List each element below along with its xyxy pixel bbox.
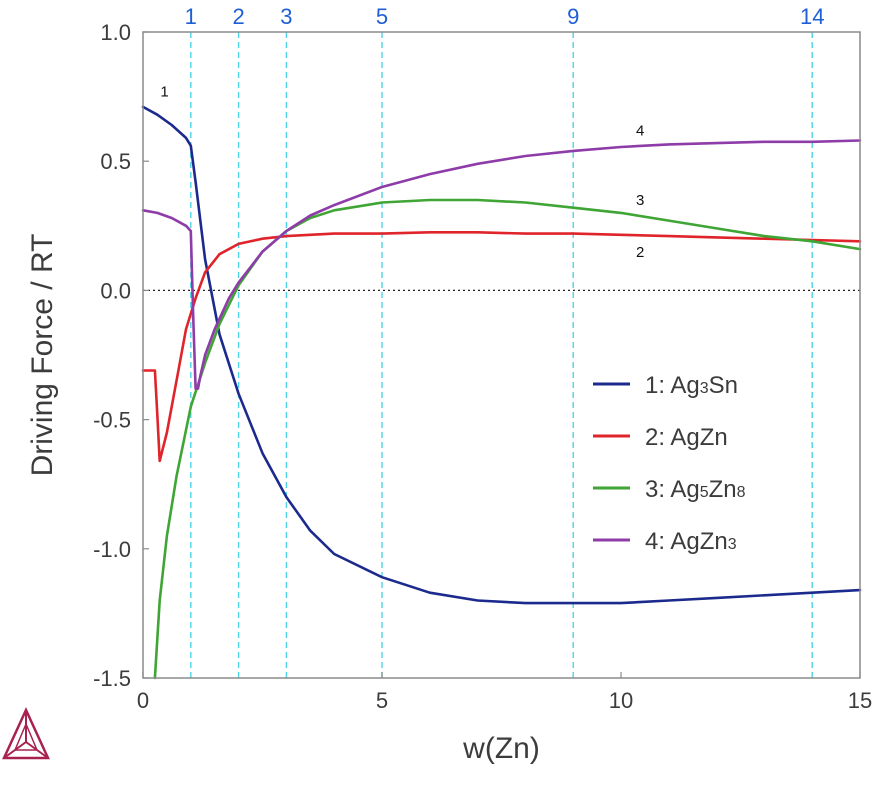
legend-label-1: 1: Ag3Sn bbox=[645, 372, 738, 399]
x-axis-label: w(Zn) bbox=[462, 732, 540, 765]
vertical-marker-label: 14 bbox=[800, 4, 824, 29]
vertical-marker-label: 2 bbox=[232, 4, 244, 29]
legend-label-3: 3: Ag5Zn8 bbox=[645, 476, 746, 503]
vertical-marker-label: 5 bbox=[376, 4, 388, 29]
x-tick-label: 10 bbox=[609, 688, 633, 713]
curve-label-1: 1 bbox=[160, 84, 168, 101]
x-tick-label: 5 bbox=[376, 688, 388, 713]
legend-label-2: 2: AgZn bbox=[645, 424, 728, 451]
y-tick-label: 0.0 bbox=[100, 278, 131, 303]
legend: 1: Ag3Sn 2: AgZn 3: Ag5Zn8 4: AgZn3 bbox=[593, 372, 746, 555]
y-tick-label: -1.5 bbox=[93, 666, 131, 691]
triangle-logo-icon bbox=[2, 706, 50, 760]
legend-label-4: 4: AgZn3 bbox=[645, 528, 737, 555]
curve-label-layer: 1 4 3 2 bbox=[160, 84, 644, 261]
y-tick-label: -0.5 bbox=[93, 408, 131, 433]
plot-frame bbox=[142, 31, 861, 679]
vertical-marker-label: 3 bbox=[280, 4, 292, 29]
series-line-2 bbox=[141, 231, 862, 463]
series-line-3 bbox=[153, 198, 862, 680]
series-layer bbox=[141, 105, 862, 680]
vertical-marker-layer: 1 2 3 5 9 14 bbox=[185, 4, 824, 678]
vertical-marker-label: 9 bbox=[567, 4, 579, 29]
x-tick-label: 15 bbox=[848, 688, 872, 713]
series-line-4 bbox=[141, 139, 862, 390]
tick-layer: 0 5 10 15 1.0 0.5 0.0 -0.5 -1.0 -1.5 bbox=[93, 20, 872, 713]
curve-label-4: 4 bbox=[636, 122, 644, 139]
y-tick-label: 0.5 bbox=[100, 149, 131, 174]
y-axis-label: Driving Force / RT bbox=[26, 234, 59, 477]
curve-label-3: 3 bbox=[636, 192, 644, 209]
y-tick-label: -1.0 bbox=[93, 537, 131, 562]
curve-label-2: 2 bbox=[636, 244, 644, 261]
y-tick-label: 1.0 bbox=[100, 20, 131, 45]
vertical-marker-label: 1 bbox=[185, 4, 197, 29]
x-tick-label: 0 bbox=[137, 688, 149, 713]
series-line-1 bbox=[141, 105, 862, 605]
